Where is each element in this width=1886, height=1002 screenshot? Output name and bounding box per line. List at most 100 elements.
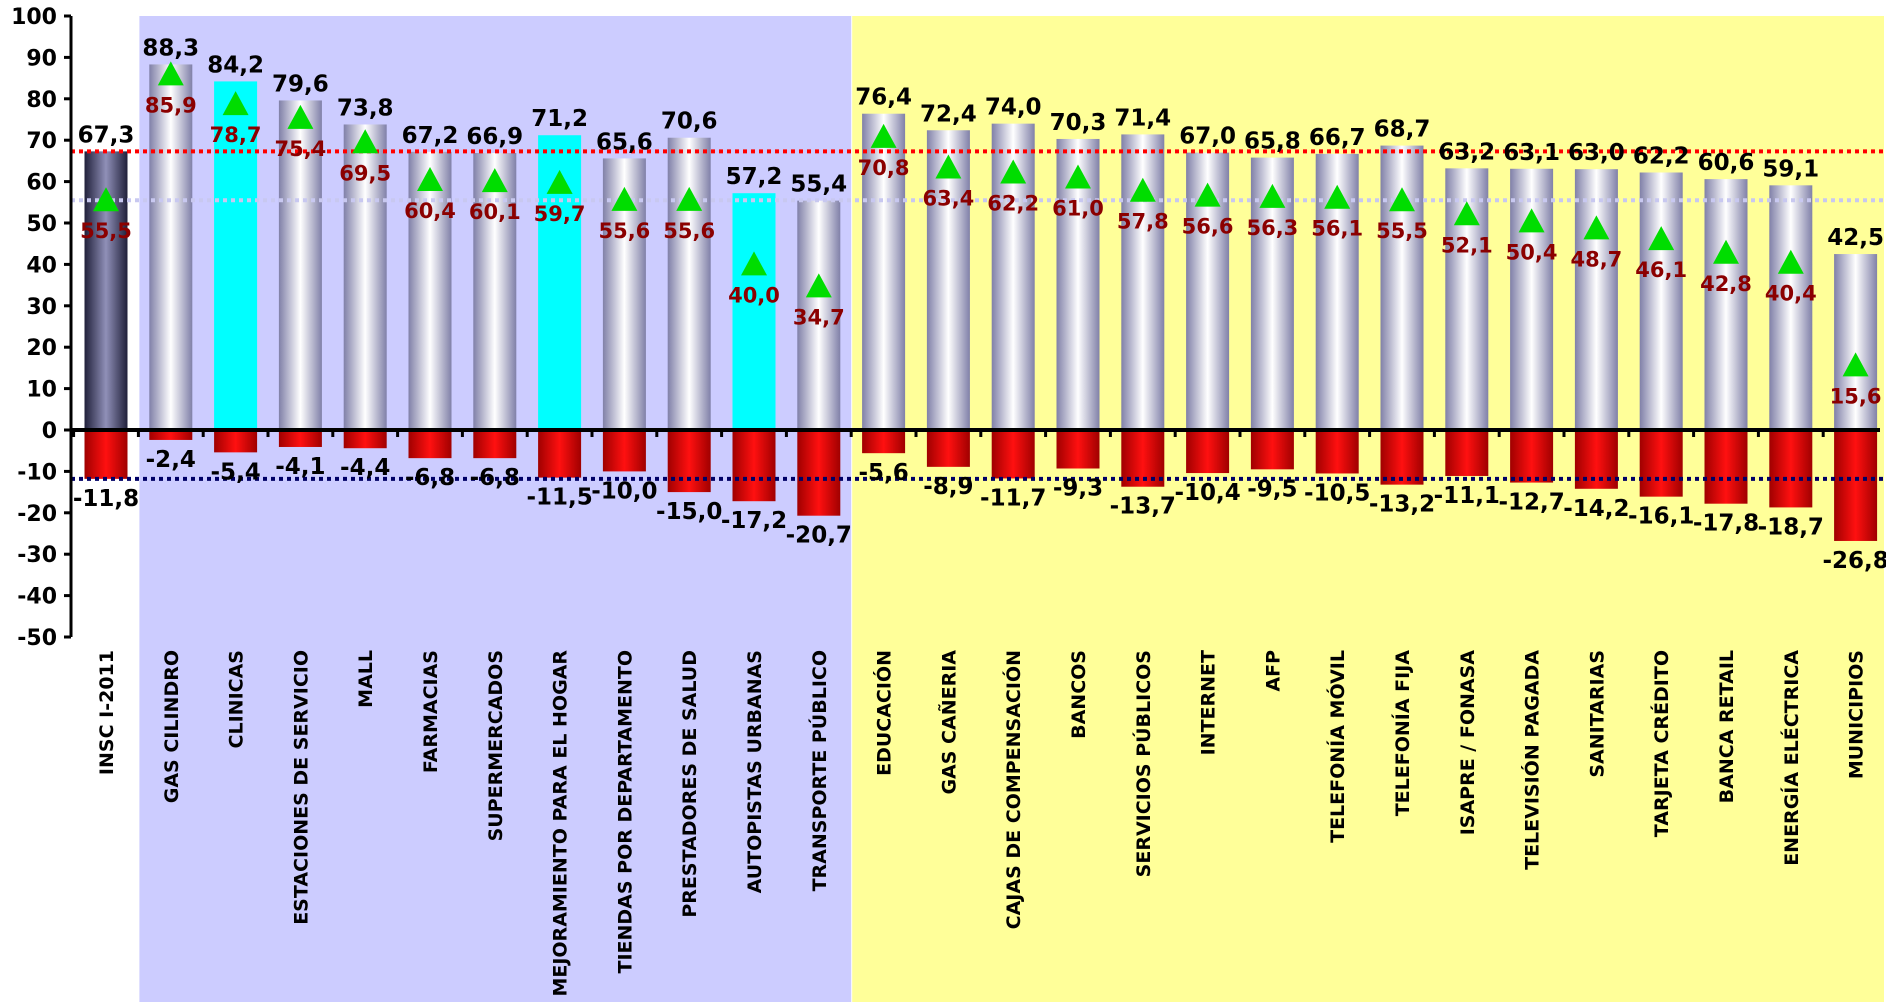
category-label: MALL [355,650,377,708]
marker-value-label: 46,1 [1635,258,1687,282]
marker-value-label: 61,0 [1052,196,1104,220]
negative-value-label: -8,9 [923,474,973,500]
positive-value-label: 68,7 [1374,117,1431,143]
negative-bar [1186,430,1230,474]
negative-value-label: -11,7 [980,485,1046,511]
positive-bar [732,193,776,430]
triangle-marker [1842,352,1869,377]
positive-bar [473,153,517,430]
negative-value-label: -20,7 [786,523,852,549]
triangle-marker [481,168,508,193]
category-label: SUPERMERCADOS [485,650,507,841]
category-label: ISAPRE / FONASA [1457,650,1479,836]
marker-value-label: 56,1 [1311,217,1363,241]
positive-value-label: 71,4 [1114,105,1171,131]
positive-value-label: 84,2 [207,52,264,78]
category-label: MUNICIPIOS [1846,650,1868,779]
triangle-marker [805,273,832,298]
negative-bar [214,430,258,453]
negative-bar [1056,430,1100,469]
marker-value-label: 34,7 [793,305,845,329]
category-label: AUTOPISTAS URBANAS [744,650,766,893]
marker-value-label: 70,8 [858,156,910,180]
negative-value-label: -17,2 [721,508,787,534]
y-tick-label: 50 [26,212,57,237]
category-label: TELEVISIÓN PAGADA [1520,650,1544,870]
negative-bar [1315,430,1359,474]
negative-value-label: -11,1 [1434,483,1500,509]
negative-value-label: -9,3 [1053,476,1103,502]
triangle-marker [157,61,184,86]
category-label: SERVICIOS PÚBLICOS [1131,650,1155,877]
y-tick-label: -30 [17,543,57,568]
negative-bar [1704,430,1748,504]
negative-bar [926,430,970,467]
positive-value-label: 62,2 [1633,143,1690,169]
positive-value-label: 79,6 [272,71,329,97]
negative-value-label: -15,0 [656,499,722,525]
positive-value-label: 63,1 [1503,140,1560,166]
negative-bar [1834,430,1878,541]
category-label: INTERNET [1198,650,1220,755]
y-tick-label: 80 [26,88,57,113]
positive-bar [1574,169,1618,430]
marker-value-label: 75,4 [274,137,326,161]
negative-value-label: -18,7 [1758,514,1824,540]
y-tick-label: -20 [17,502,57,527]
category-label: ESTACIONES DE SERVICIO [290,650,312,925]
marker-value-label: 52,1 [1441,233,1493,257]
negative-bar [1445,430,1489,476]
negative-value-label: -26,8 [1822,548,1886,574]
triangle-marker [935,154,962,179]
positive-bar [408,151,452,431]
positive-bar [149,64,193,431]
category-label: GAS CILINDRO [161,650,183,803]
y-tick-label: 60 [26,171,57,196]
negative-value-label: -4,1 [275,454,325,480]
negative-value-label: -4,4 [340,455,390,481]
triangle-marker [1518,208,1545,233]
category-label: TRANSPORTE PÚBLICO [807,650,831,891]
triangle-marker [417,166,443,191]
positive-value-label: 67,0 [1179,124,1236,150]
category-label: CLINICAS [226,650,248,748]
negative-bar [473,430,517,459]
negative-bar [149,430,193,440]
negative-bar [602,430,646,472]
marker-value-label: 15,6 [1830,384,1882,408]
negative-value-label: -10,4 [1174,480,1240,506]
y-tick-label: 40 [26,253,57,278]
marker-value-label: 56,6 [1182,215,1234,239]
marker-value-label: 63,4 [922,187,974,211]
negative-value-label: -16,1 [1628,504,1694,530]
triangle-marker [611,186,638,211]
marker-value-label: 40,0 [728,283,780,307]
negative-bar [84,430,128,479]
category-label: MEJORAMIENTO PARA EL HOGAR [550,650,572,997]
negative-bar [408,430,452,459]
negative-value-label: -17,8 [1693,511,1759,537]
category-label: AFP [1262,650,1284,692]
negative-value-label: -12,7 [1498,490,1564,516]
triangle-marker [1324,184,1351,209]
positive-value-label: 66,7 [1309,125,1366,151]
positive-bar [667,137,711,430]
triangle-marker [1453,201,1480,226]
triangle-marker [1583,215,1610,240]
marker-value-label: 85,9 [145,93,197,117]
category-label: TARJETA CRÉDITO [1650,650,1673,837]
positive-value-label: 59,1 [1762,156,1819,182]
positive-value-label: 70,6 [661,109,718,135]
negative-value-label: -6,8 [405,465,455,491]
value-labels: 67,3 -11,8 55,5 88,3 -2,4 85,9 84,2 -5,4 78,7 79,… [73,35,1886,574]
category-label: PRESTADORES DE SALUD [679,650,701,918]
positive-bar [1769,185,1813,430]
marker-value-label: 55,5 [80,219,132,243]
positive-value-label: 66,9 [466,124,523,150]
negative-value-label: -11,5 [526,485,592,511]
negative-bar [1639,430,1683,497]
negative-bar [1769,430,1813,508]
